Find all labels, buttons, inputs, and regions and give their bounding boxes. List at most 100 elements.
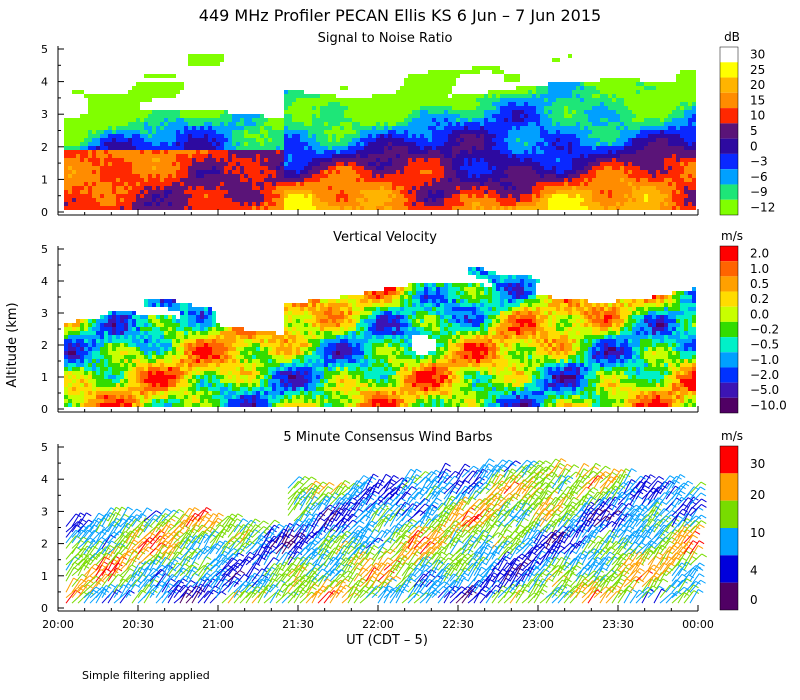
heatmap-cell — [628, 126, 632, 130]
heatmap-cell — [364, 186, 368, 190]
heatmap-cell — [416, 118, 420, 122]
y-tick-label: 3 — [41, 108, 48, 121]
heatmap-cell — [124, 138, 128, 142]
heatmap-cell — [388, 126, 392, 130]
heatmap-cell — [500, 198, 504, 202]
heatmap-cell — [444, 142, 448, 146]
heatmap-cell — [228, 202, 232, 206]
heatmap-cell — [508, 114, 512, 118]
heatmap-cell — [372, 146, 376, 150]
heatmap-cell — [452, 198, 456, 202]
heatmap-cell — [496, 202, 500, 206]
heatmap-cell — [144, 130, 148, 134]
heatmap-cell — [364, 146, 368, 150]
heatmap-cell — [508, 194, 512, 198]
heatmap-cell — [88, 387, 92, 391]
heatmap-cell — [588, 118, 592, 122]
heatmap-cell — [404, 194, 408, 198]
heatmap-cell — [620, 106, 624, 110]
heatmap-cell — [588, 146, 592, 150]
heatmap-cell — [664, 206, 668, 210]
heatmap-cell — [508, 198, 512, 202]
heatmap-cell — [104, 146, 108, 150]
heatmap-cell — [564, 198, 568, 202]
heatmap-cell — [184, 126, 188, 130]
heatmap-cell — [108, 130, 112, 134]
heatmap-cell — [688, 102, 692, 106]
heatmap-cell — [164, 86, 168, 90]
heatmap-cell — [392, 158, 396, 162]
heatmap-cell — [232, 114, 236, 118]
heatmap-cell — [344, 86, 348, 90]
heatmap-cell — [100, 206, 104, 210]
heatmap-cell — [92, 174, 96, 178]
heatmap-cell — [600, 186, 604, 190]
heatmap-cell — [604, 94, 608, 98]
heatmap-cell — [364, 98, 368, 102]
heatmap-cell — [372, 162, 376, 166]
heatmap-cell — [596, 174, 600, 178]
heatmap-cell — [460, 182, 464, 186]
heatmap-cell — [352, 134, 356, 138]
heatmap-cell — [248, 134, 252, 138]
heatmap-cell — [80, 327, 84, 331]
heatmap-cell — [160, 154, 164, 158]
heatmap-cell — [172, 170, 176, 174]
heatmap-cell — [288, 134, 292, 138]
heatmap-cell — [572, 134, 576, 138]
heatmap-cell — [264, 138, 268, 142]
heatmap-cell — [320, 154, 324, 158]
heatmap-cell — [120, 206, 124, 210]
heatmap-cell — [484, 66, 488, 70]
heatmap-cell — [408, 202, 412, 206]
heatmap-cell — [276, 170, 280, 174]
heatmap-cell — [688, 202, 692, 206]
heatmap-cell — [180, 118, 184, 122]
heatmap-cell — [436, 82, 440, 86]
heatmap-cell — [76, 138, 80, 142]
heatmap-cell — [492, 98, 496, 102]
heatmap-cell — [400, 130, 404, 134]
heatmap-cell — [604, 170, 608, 174]
heatmap-cell — [300, 122, 304, 126]
heatmap-cell — [304, 102, 308, 106]
heatmap-cell — [468, 170, 472, 174]
heatmap-cell — [360, 186, 364, 190]
heatmap-cell — [448, 82, 452, 86]
heatmap-cell — [140, 142, 144, 146]
heatmap-cell — [148, 166, 152, 170]
heatmap-cell — [276, 142, 280, 146]
heatmap-cell — [200, 170, 204, 174]
heatmap-cell — [64, 375, 68, 379]
heatmap-cell — [616, 102, 620, 106]
heatmap-cell — [124, 114, 128, 118]
heatmap-cell — [300, 114, 304, 118]
colorbar-unit: dB — [724, 30, 740, 44]
heatmap-cell — [180, 82, 184, 86]
heatmap-cell — [560, 102, 564, 106]
heatmap-cell — [348, 206, 352, 210]
heatmap-cell — [612, 102, 616, 106]
heatmap-cell — [120, 130, 124, 134]
heatmap-cell — [332, 206, 336, 210]
heatmap-cell — [112, 206, 116, 210]
heatmap-cell — [372, 122, 376, 126]
heatmap-cell — [224, 174, 228, 178]
heatmap-cell — [164, 134, 168, 138]
heatmap-cell — [596, 150, 600, 154]
heatmap-cell — [624, 150, 628, 154]
heatmap-cell — [328, 150, 332, 154]
heatmap-cell — [528, 154, 532, 158]
heatmap-cell — [208, 150, 212, 154]
heatmap-cell — [184, 146, 188, 150]
heatmap-cell — [280, 146, 284, 150]
heatmap-cell — [240, 182, 244, 186]
heatmap-cell — [288, 110, 292, 114]
heatmap-cell — [524, 134, 528, 138]
heatmap-cell — [612, 94, 616, 98]
heatmap-cell — [220, 166, 224, 170]
heatmap-cell — [340, 98, 344, 102]
heatmap-cell — [280, 162, 284, 166]
heatmap-cell — [96, 339, 100, 343]
heatmap-cell — [576, 110, 580, 114]
